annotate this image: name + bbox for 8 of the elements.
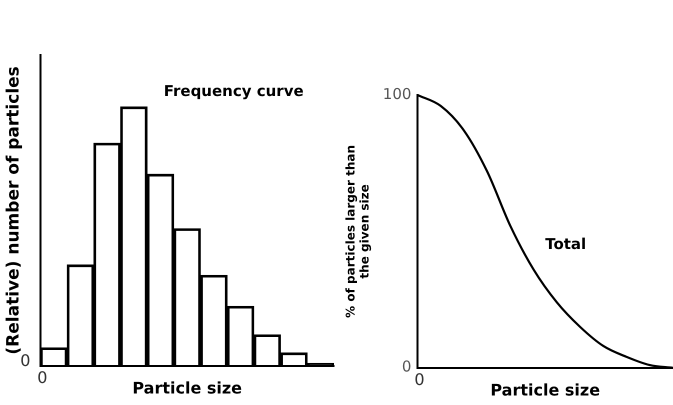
x-axis-title: Particle size [490, 380, 600, 400]
x-axis-title: Particle size [132, 378, 242, 398]
annotation: Total [545, 234, 586, 253]
text: 0 [37, 368, 48, 387]
y-tick-label: 100 [382, 84, 412, 103]
text: Frequency curve [164, 82, 304, 100]
text: 0 [414, 370, 425, 389]
y-axis-title: % of particles larger than the given size [343, 144, 372, 318]
